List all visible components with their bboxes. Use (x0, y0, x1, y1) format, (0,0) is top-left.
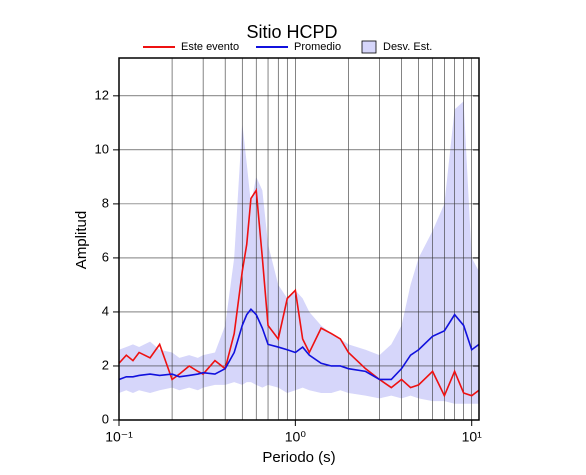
std-band (119, 101, 479, 404)
x-tick-label: 10⁰ (285, 429, 307, 445)
y-tick-label: 6 (102, 249, 109, 264)
x-tick-label: 10¹ (462, 429, 483, 445)
legend-label: Desv. Est. (383, 41, 432, 53)
chart-title: Sitio HCPD (246, 22, 337, 42)
legend-label: Promedio (294, 41, 341, 53)
x-axis-label: Periodo (s) (262, 449, 335, 466)
y-tick-label: 0 (102, 411, 109, 426)
y-axis-label: Amplitud (73, 211, 90, 269)
series-line (118, 308, 480, 381)
x-tick-label: 10⁻¹ (105, 429, 133, 445)
y-tick-label: 2 (102, 357, 109, 372)
y-tick-label: 12 (95, 87, 109, 102)
y-tick-label: 4 (102, 303, 109, 318)
legend-label: Este evento (181, 41, 239, 53)
plot-frame (118, 57, 480, 421)
y-tick-label: 10 (95, 141, 109, 156)
y-tick-label: 8 (102, 195, 109, 210)
legend-swatch (361, 40, 377, 54)
